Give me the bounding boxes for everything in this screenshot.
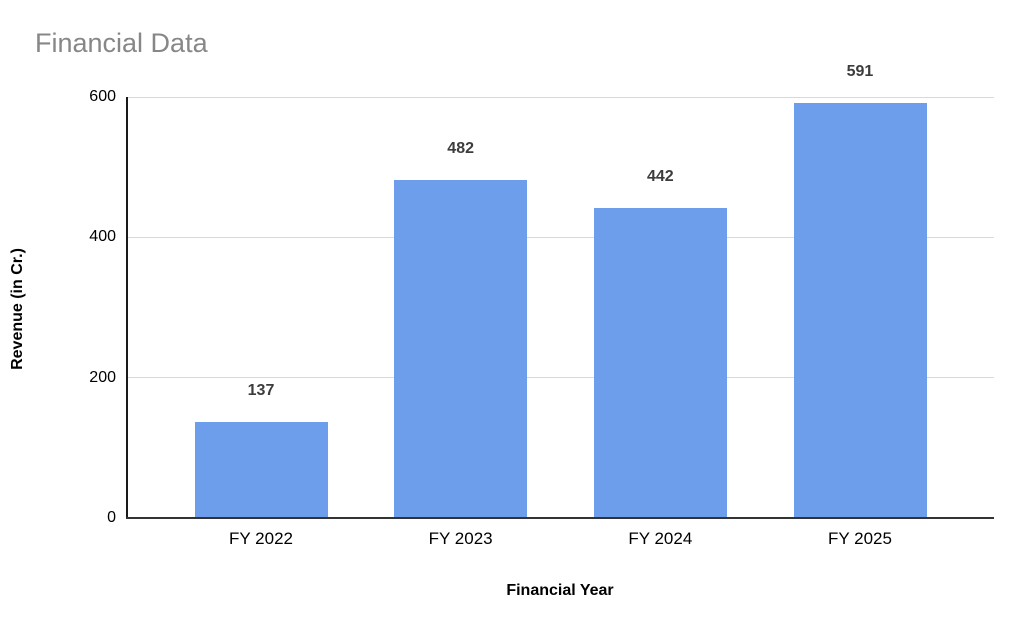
bar-fy-2023	[394, 179, 528, 518]
bar-value-label: 482	[447, 139, 474, 157]
gridline-200	[128, 377, 994, 379]
y-axis-title: Revenue (in Cr.)	[9, 248, 26, 370]
bar-value-label: 591	[846, 63, 874, 81]
x-category-label: FY 2022	[229, 529, 293, 548]
gridline-600	[128, 96, 994, 98]
x-axis-line	[126, 517, 994, 519]
bar-fy-2025	[793, 103, 927, 518]
y-tick-label-600: 600	[89, 88, 116, 105]
x-category-label: FY 2024	[628, 529, 693, 548]
x-category-label: FY 2025	[827, 529, 892, 548]
bar-fy-2024	[593, 207, 727, 518]
gridline-400	[128, 236, 994, 238]
bar-value-label: 137	[247, 381, 275, 399]
chart-title: Financial Data	[35, 28, 208, 58]
x-axis-title: Financial Year	[506, 582, 614, 599]
y-tick-label-400: 400	[89, 228, 116, 246]
y-tick-label-200: 200	[89, 368, 116, 386]
y-axis-line	[126, 97, 128, 519]
bar-fy-2022	[194, 421, 328, 518]
x-category-label: FY 2023	[428, 529, 493, 548]
y-tick-label-0: 0	[107, 509, 116, 526]
bar-value-label: 442	[646, 167, 674, 185]
